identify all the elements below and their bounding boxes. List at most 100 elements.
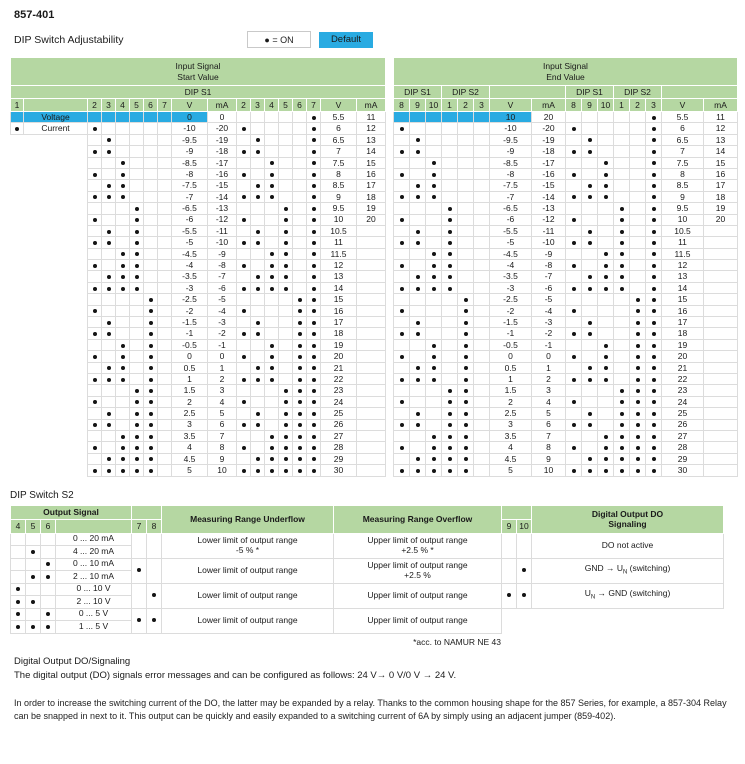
dip-on-dot xyxy=(46,624,50,629)
dip-on-dot xyxy=(619,434,624,439)
current-value-cell xyxy=(356,304,386,318)
table-row: Current -10 -20 6 12 xyxy=(10,122,386,135)
current-value-cell: 10 xyxy=(531,464,566,477)
dip-on-dot xyxy=(603,366,608,371)
dip-cell xyxy=(581,384,598,397)
table-row: -9 -18 7 14 xyxy=(393,145,738,158)
current-value-cell xyxy=(356,338,386,352)
dip-cell xyxy=(115,179,130,192)
dip-cell xyxy=(157,281,172,295)
voltage-value-cell: 7 xyxy=(661,145,704,158)
dip-cell xyxy=(250,190,265,204)
dip-cell xyxy=(278,179,293,192)
dip-cell xyxy=(250,247,265,261)
dip-cell xyxy=(87,213,102,226)
voltage-value-cell: 20 xyxy=(320,350,357,363)
dip-cell xyxy=(264,372,279,386)
dip-cell xyxy=(581,464,598,477)
dip-cell xyxy=(441,122,458,135)
voltage-value-cell: -1.5 xyxy=(489,316,532,329)
dip-cell xyxy=(457,361,474,375)
dip-cell xyxy=(565,452,582,466)
dip-on-dot xyxy=(283,240,288,245)
current-value-cell: 2 xyxy=(531,372,566,386)
dip-cell xyxy=(473,304,490,318)
dip-on-dot xyxy=(635,309,640,314)
dip-cell xyxy=(473,407,490,420)
dip-cell xyxy=(645,122,662,135)
dip-cell xyxy=(473,418,490,431)
dip-on-dot xyxy=(619,411,624,416)
dip-on-dot xyxy=(619,423,624,428)
voltage-value-cell: -9.5 xyxy=(171,133,208,147)
dip-on-dot xyxy=(651,172,656,177)
dip-on-dot xyxy=(137,568,141,573)
dip-cell xyxy=(645,156,662,169)
dip-cell xyxy=(292,338,307,352)
voltage-value-cell: 19 xyxy=(661,338,704,352)
dip-cell xyxy=(393,133,410,147)
voltage-value-cell: 11 xyxy=(661,236,704,249)
dip-on-dot xyxy=(241,354,246,359)
current-value-cell: 17 xyxy=(356,179,386,192)
dip-cell xyxy=(250,213,265,226)
dip-s1-1-cell xyxy=(10,110,24,124)
dip-cell xyxy=(565,327,582,340)
dip-cell xyxy=(292,316,307,329)
dip-cell xyxy=(613,452,630,466)
dip-on-dot xyxy=(587,457,592,462)
dip-on-dot xyxy=(269,161,274,166)
dip-on-dot xyxy=(106,240,111,245)
table-row: -0.5 -1 19 xyxy=(393,338,738,352)
void-cell xyxy=(23,270,88,283)
dip-on-dot xyxy=(148,297,153,302)
dip-on-dot xyxy=(447,240,452,245)
dip-7-cell xyxy=(131,557,147,584)
dip-on-dot xyxy=(571,309,576,314)
voltage-value-cell: 1.5 xyxy=(171,384,208,397)
dip-cell xyxy=(581,156,598,169)
dip-cell xyxy=(250,316,265,329)
dip-banner-row: DIP S1 DIP S2 DIP S1 DIP S2 xyxy=(393,85,738,99)
notes-heading: Digital Output DO/Signaling xyxy=(14,655,131,667)
dip-cell xyxy=(597,190,614,204)
current-value-cell: -7 xyxy=(531,270,566,283)
dip-cell xyxy=(613,145,630,158)
dip-on-dot xyxy=(255,240,260,245)
voltage-value-cell: 27 xyxy=(320,429,357,443)
dip-cell xyxy=(613,372,630,386)
dip-on-dot xyxy=(311,195,316,200)
dip-on-dot xyxy=(571,286,576,291)
dip-cell xyxy=(264,350,279,363)
dip-cell xyxy=(143,327,158,340)
dip-cell xyxy=(597,213,614,226)
current-value-cell: -17 xyxy=(207,156,237,169)
dip-cell xyxy=(645,452,662,466)
dip-cell xyxy=(143,270,158,283)
dip-on-dot xyxy=(241,172,246,177)
dip-on-dot xyxy=(269,446,274,451)
void-cell xyxy=(10,248,24,260)
dip-on-dot xyxy=(152,593,156,598)
dip-cell xyxy=(473,236,490,249)
dip-on-dot xyxy=(651,366,656,371)
dip-on-dot xyxy=(148,423,153,428)
dip-cell xyxy=(143,441,158,454)
dip-banner: DIP S2 xyxy=(441,85,490,99)
current-value-cell: 18 xyxy=(703,190,738,204)
unit-header: V xyxy=(320,98,357,112)
dip-cell xyxy=(87,259,102,272)
dip-cell xyxy=(306,384,321,397)
void-cell xyxy=(23,350,88,363)
dip-cell xyxy=(457,122,474,135)
voltage-value-cell: 2.5 xyxy=(171,407,208,420)
dip-cell xyxy=(115,247,130,261)
current-value-cell: -6 xyxy=(207,281,237,295)
current-value-cell xyxy=(356,247,386,261)
current-value-cell: 14 xyxy=(703,145,738,158)
dip-cell xyxy=(143,202,158,215)
dip-on-dot xyxy=(255,457,260,462)
dip-cell xyxy=(250,270,265,283)
table-row: 2 ... 10 mA xyxy=(10,570,724,584)
dip-cell xyxy=(250,395,265,409)
